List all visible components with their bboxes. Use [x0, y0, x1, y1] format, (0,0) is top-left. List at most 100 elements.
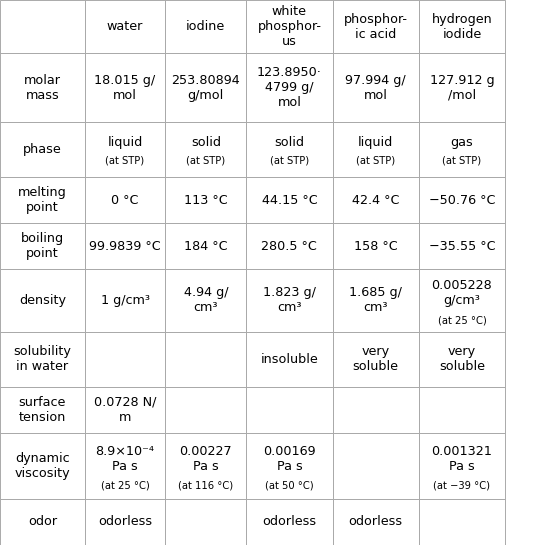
Bar	[333, 122, 419, 177]
Text: odorless: odorless	[348, 516, 403, 529]
Bar	[246, 433, 333, 499]
Bar	[85, 433, 165, 499]
Bar	[419, 332, 505, 387]
Text: 0.0728 N/
m: 0.0728 N/ m	[94, 396, 156, 424]
Bar	[419, 269, 505, 332]
Bar	[85, 122, 165, 177]
Text: hydrogen
iodide: hydrogen iodide	[431, 13, 492, 40]
Bar	[85, 332, 165, 387]
Bar	[0, 177, 85, 223]
Bar	[165, 177, 246, 223]
Text: 280.5 °C: 280.5 °C	[262, 240, 317, 253]
Text: solubility
in water: solubility in water	[14, 346, 71, 373]
Bar	[246, 269, 333, 332]
Bar	[246, 332, 333, 387]
Text: odorless: odorless	[262, 516, 317, 529]
Text: 0 °C: 0 °C	[111, 193, 139, 207]
Text: 113 °C: 113 °C	[184, 193, 228, 207]
Text: phase: phase	[23, 143, 62, 156]
Bar	[165, 433, 246, 499]
Bar	[0, 387, 85, 433]
Bar	[333, 177, 419, 223]
Bar	[0, 53, 85, 122]
Bar	[0, 269, 85, 332]
Bar	[419, 177, 505, 223]
Bar	[85, 269, 165, 332]
Text: (at STP): (at STP)	[356, 156, 395, 166]
Bar	[165, 53, 246, 122]
Text: iodine: iodine	[186, 20, 225, 33]
Bar	[165, 122, 246, 177]
Text: dynamic
viscosity: dynamic viscosity	[15, 452, 70, 480]
Text: 184 °C: 184 °C	[184, 240, 228, 253]
Bar	[419, 223, 505, 269]
Bar	[419, 53, 505, 122]
Text: gas: gas	[450, 136, 473, 149]
Bar	[0, 433, 85, 499]
Text: (at STP): (at STP)	[186, 156, 225, 166]
Text: melting
point: melting point	[18, 186, 67, 214]
Text: 1.823 g/
cm³: 1.823 g/ cm³	[263, 287, 316, 314]
Text: density: density	[19, 294, 66, 307]
Text: (at −39 °C): (at −39 °C)	[434, 481, 490, 490]
Text: 0.00227
Pa s: 0.00227 Pa s	[180, 445, 232, 473]
Text: solid: solid	[191, 136, 221, 149]
Text: (at 50 °C): (at 50 °C)	[265, 481, 314, 490]
Text: (at STP): (at STP)	[442, 156, 482, 166]
Text: (at 25 °C): (at 25 °C)	[437, 315, 486, 325]
Text: 0.00169
Pa s: 0.00169 Pa s	[263, 445, 316, 473]
Text: (at STP): (at STP)	[105, 156, 145, 166]
Bar	[165, 223, 246, 269]
Bar	[419, 433, 505, 499]
Bar	[246, 0, 333, 53]
Text: surface
tension: surface tension	[19, 396, 66, 424]
Bar	[333, 499, 419, 545]
Bar	[85, 387, 165, 433]
Text: solid: solid	[275, 136, 304, 149]
Bar	[246, 499, 333, 545]
Text: 0.005228
g/cm³: 0.005228 g/cm³	[431, 280, 492, 307]
Bar	[419, 122, 505, 177]
Text: 0.001321
Pa s: 0.001321 Pa s	[431, 445, 492, 473]
Bar	[85, 177, 165, 223]
Text: 18.015 g/
mol: 18.015 g/ mol	[94, 74, 156, 101]
Bar	[85, 499, 165, 545]
Text: 158 °C: 158 °C	[354, 240, 397, 253]
Text: very
soluble: very soluble	[353, 346, 399, 373]
Bar	[333, 0, 419, 53]
Bar	[419, 387, 505, 433]
Bar	[246, 53, 333, 122]
Bar	[333, 53, 419, 122]
Text: 127.912 g
/mol: 127.912 g /mol	[430, 74, 494, 101]
Text: −50.76 °C: −50.76 °C	[429, 193, 495, 207]
Text: odorless: odorless	[98, 516, 152, 529]
Text: very
soluble: very soluble	[439, 346, 485, 373]
Text: 123.8950·
4799 g/
mol: 123.8950· 4799 g/ mol	[257, 66, 322, 109]
Text: 42.4 °C: 42.4 °C	[352, 193, 399, 207]
Bar	[246, 122, 333, 177]
Text: 1.685 g/
cm³: 1.685 g/ cm³	[349, 287, 402, 314]
Text: 1 g/cm³: 1 g/cm³	[100, 294, 150, 307]
Bar	[333, 332, 419, 387]
Bar	[419, 499, 505, 545]
Bar	[85, 53, 165, 122]
Bar	[246, 177, 333, 223]
Text: 8.9×10⁻⁴
Pa s: 8.9×10⁻⁴ Pa s	[96, 445, 155, 473]
Bar	[0, 122, 85, 177]
Text: liquid: liquid	[358, 136, 393, 149]
Bar	[165, 269, 246, 332]
Bar	[165, 499, 246, 545]
Text: 44.15 °C: 44.15 °C	[262, 193, 317, 207]
Bar	[419, 0, 505, 53]
Text: (at STP): (at STP)	[270, 156, 309, 166]
Bar	[85, 223, 165, 269]
Text: odor: odor	[28, 516, 57, 529]
Bar	[0, 499, 85, 545]
Bar	[0, 332, 85, 387]
Bar	[0, 0, 85, 53]
Bar	[333, 269, 419, 332]
Bar	[165, 0, 246, 53]
Text: insoluble: insoluble	[260, 353, 318, 366]
Text: boiling
point: boiling point	[21, 232, 64, 261]
Text: white
phosphor-
us: white phosphor- us	[257, 5, 322, 48]
